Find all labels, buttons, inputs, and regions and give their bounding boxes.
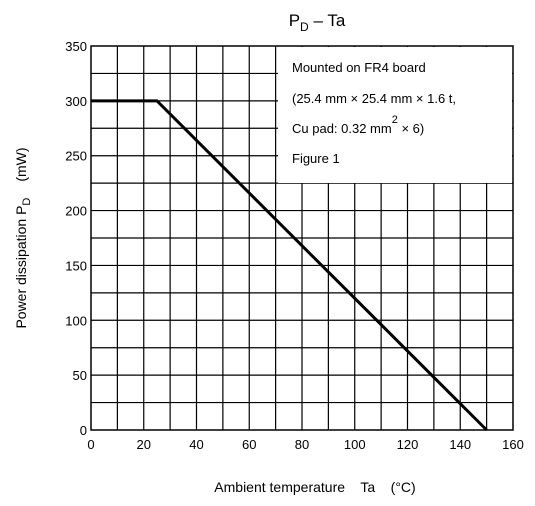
x-tick-label: 0: [87, 437, 94, 452]
chart-title-main: P: [289, 11, 300, 30]
x-tick-label: 80: [295, 437, 309, 452]
annotation-line-1: Mounted on FR4 board: [292, 60, 426, 75]
y-axis-label-sub: D: [21, 198, 33, 206]
x-tick-label: 100: [344, 437, 366, 452]
annotation-line-3-tail: × 6): [398, 121, 424, 136]
y-tick-label: 250: [65, 149, 87, 164]
annotation-background: [278, 47, 512, 183]
y-axis-label: Power dissipation PD (mW): [13, 147, 33, 328]
y-tick-label: 150: [65, 258, 87, 273]
y-axis-label-unit: (mW): [13, 147, 29, 181]
y-tick-label: 50: [73, 368, 87, 383]
x-tick-label: 20: [137, 437, 151, 452]
plot-frame: [90, 45, 514, 431]
tick-layer: 0 20 40 60 80 100 120 140 160 0 50 100 150 200 250 300 3…: [65, 39, 524, 452]
x-axis-label: Ambient temperature Ta (°C): [214, 479, 415, 495]
chart-title-rest: – Ta: [309, 11, 346, 30]
annotation-line-3: Cu pad: 0.32 mm2 × 6): [292, 114, 424, 136]
chart-title-sub: D: [300, 20, 309, 34]
y-tick-label: 300: [65, 94, 87, 109]
series-layer: [91, 99, 488, 432]
x-tick-label: 160: [502, 437, 524, 452]
annotation-line-3-text: Cu pad: 0.32 mm: [292, 121, 392, 136]
y-tick-label: 100: [65, 313, 87, 328]
y-tick-label: 0: [80, 423, 87, 438]
chart-title: PD – Ta: [289, 11, 346, 34]
y-tick-label: 200: [65, 204, 87, 219]
x-tick-label: 40: [189, 437, 203, 452]
x-tick-label: 120: [397, 437, 419, 452]
y-tick-label: 350: [65, 39, 87, 54]
series-line-pd-derating: [91, 99, 488, 432]
annotation-line-4: Figure 1: [292, 151, 340, 166]
annotation-line-2: (25.4 mm × 25.4 mm × 1.6 t,: [292, 91, 456, 106]
x-tick-label: 140: [449, 437, 471, 452]
annotation-line-3-sup: 2: [392, 114, 398, 126]
y-axis-label-text: Power dissipation P: [13, 206, 29, 329]
annotation-box: Mounted on FR4 board (25.4 mm × 25.4 mm …: [278, 47, 512, 183]
x-tick-label: 60: [242, 437, 256, 452]
